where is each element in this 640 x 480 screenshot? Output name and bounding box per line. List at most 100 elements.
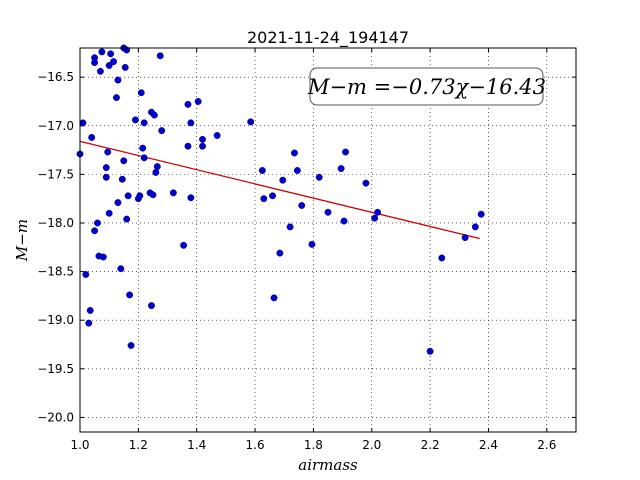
data-point — [426, 347, 434, 355]
data-point — [137, 89, 145, 97]
fit-annotation-text: M−m =−0.73χ−16.43 — [307, 75, 546, 99]
data-point — [136, 192, 144, 200]
data-point — [342, 148, 349, 156]
data-point — [120, 157, 128, 165]
data-point — [362, 179, 370, 187]
y-tick-label: −16.5 — [37, 70, 74, 84]
data-point — [477, 210, 485, 218]
data-point — [199, 142, 206, 150]
y-tick-label: −20.0 — [37, 410, 74, 424]
x-tick-label: 2.4 — [479, 438, 498, 452]
data-point — [91, 227, 99, 235]
data-point — [340, 217, 348, 225]
data-point — [324, 208, 332, 216]
y-tick-label: −19.0 — [37, 313, 74, 327]
x-tick-label: 2.6 — [537, 438, 556, 452]
data-point — [213, 132, 221, 139]
data-point — [184, 100, 192, 108]
data-point — [131, 116, 139, 124]
data-point — [123, 215, 131, 223]
fit-annotation: M−m =−0.73χ−16.43 — [307, 67, 546, 106]
data-point — [117, 265, 125, 273]
data-point — [308, 240, 316, 248]
data-point — [105, 62, 113, 69]
x-tick-label: 2.0 — [362, 438, 381, 452]
data-point — [88, 133, 96, 141]
y-axis-label: M−m — [13, 219, 31, 262]
data-point — [118, 175, 126, 183]
data-point — [156, 52, 164, 60]
data-point — [187, 194, 195, 202]
data-point — [113, 94, 120, 102]
data-point — [438, 254, 446, 262]
data-point — [471, 223, 479, 231]
data-point — [149, 191, 157, 199]
data-point — [104, 148, 112, 156]
data-point — [269, 192, 277, 200]
data-point — [82, 271, 90, 278]
data-point — [99, 253, 107, 261]
data-point — [98, 48, 106, 56]
data-point — [152, 168, 160, 176]
data-point — [94, 219, 101, 227]
data-point — [276, 249, 284, 257]
plot-area — [80, 48, 576, 432]
data-point — [91, 59, 99, 67]
data-point — [110, 58, 118, 66]
data-point — [258, 167, 266, 174]
data-point — [180, 241, 188, 249]
data-point — [127, 342, 135, 349]
x-tick-label: 1.4 — [187, 438, 206, 452]
data-point — [187, 119, 195, 127]
data-point — [293, 167, 301, 174]
data-point — [279, 176, 287, 184]
data-point — [114, 76, 122, 84]
data-point — [158, 127, 166, 135]
data-points — [76, 44, 485, 355]
x-tick-label: 1.6 — [246, 438, 265, 452]
data-point — [337, 165, 345, 172]
data-point — [270, 294, 278, 302]
data-point — [247, 118, 255, 126]
data-point — [298, 202, 306, 209]
data-point — [107, 50, 115, 58]
data-point — [121, 63, 129, 71]
y-tick-label: −17.5 — [37, 167, 74, 181]
data-point — [371, 214, 379, 222]
x-axis-label: airmass — [298, 456, 358, 474]
x-tick-label: 1.2 — [129, 438, 148, 452]
data-point — [150, 111, 158, 119]
data-point — [85, 319, 93, 327]
data-point — [199, 135, 206, 143]
y-tick-label: −18.0 — [37, 216, 74, 230]
data-point — [194, 98, 202, 105]
plot-frame — [79, 47, 577, 433]
data-point — [124, 192, 132, 200]
x-tick-label: 2.2 — [421, 438, 440, 452]
y-tick-label: −19.5 — [37, 362, 74, 376]
data-point — [140, 154, 148, 162]
data-point — [114, 199, 122, 207]
data-point — [96, 67, 104, 75]
data-point — [169, 189, 177, 197]
data-point — [290, 149, 298, 157]
axis-ticks: 1.0 1.2 1.4 1.6 1.8 2.0 2.2 2.4 2.6 −16.5 −17.0 −17… — [37, 48, 576, 452]
data-point — [148, 302, 155, 310]
data-point — [102, 164, 110, 172]
data-point — [184, 142, 192, 150]
data-point — [86, 307, 94, 314]
data-point — [286, 223, 294, 231]
y-tick-label: −17.0 — [37, 119, 74, 133]
data-point — [139, 144, 147, 152]
data-point — [153, 163, 161, 171]
data-point — [79, 119, 87, 127]
data-point — [260, 195, 268, 203]
fit-annotation-box — [309, 67, 544, 106]
y-tick-label: −18.5 — [37, 265, 74, 279]
data-point — [461, 234, 469, 242]
x-tick-label: 1.8 — [304, 438, 323, 452]
data-point — [374, 208, 382, 216]
data-point — [105, 209, 113, 217]
data-point — [315, 173, 323, 181]
